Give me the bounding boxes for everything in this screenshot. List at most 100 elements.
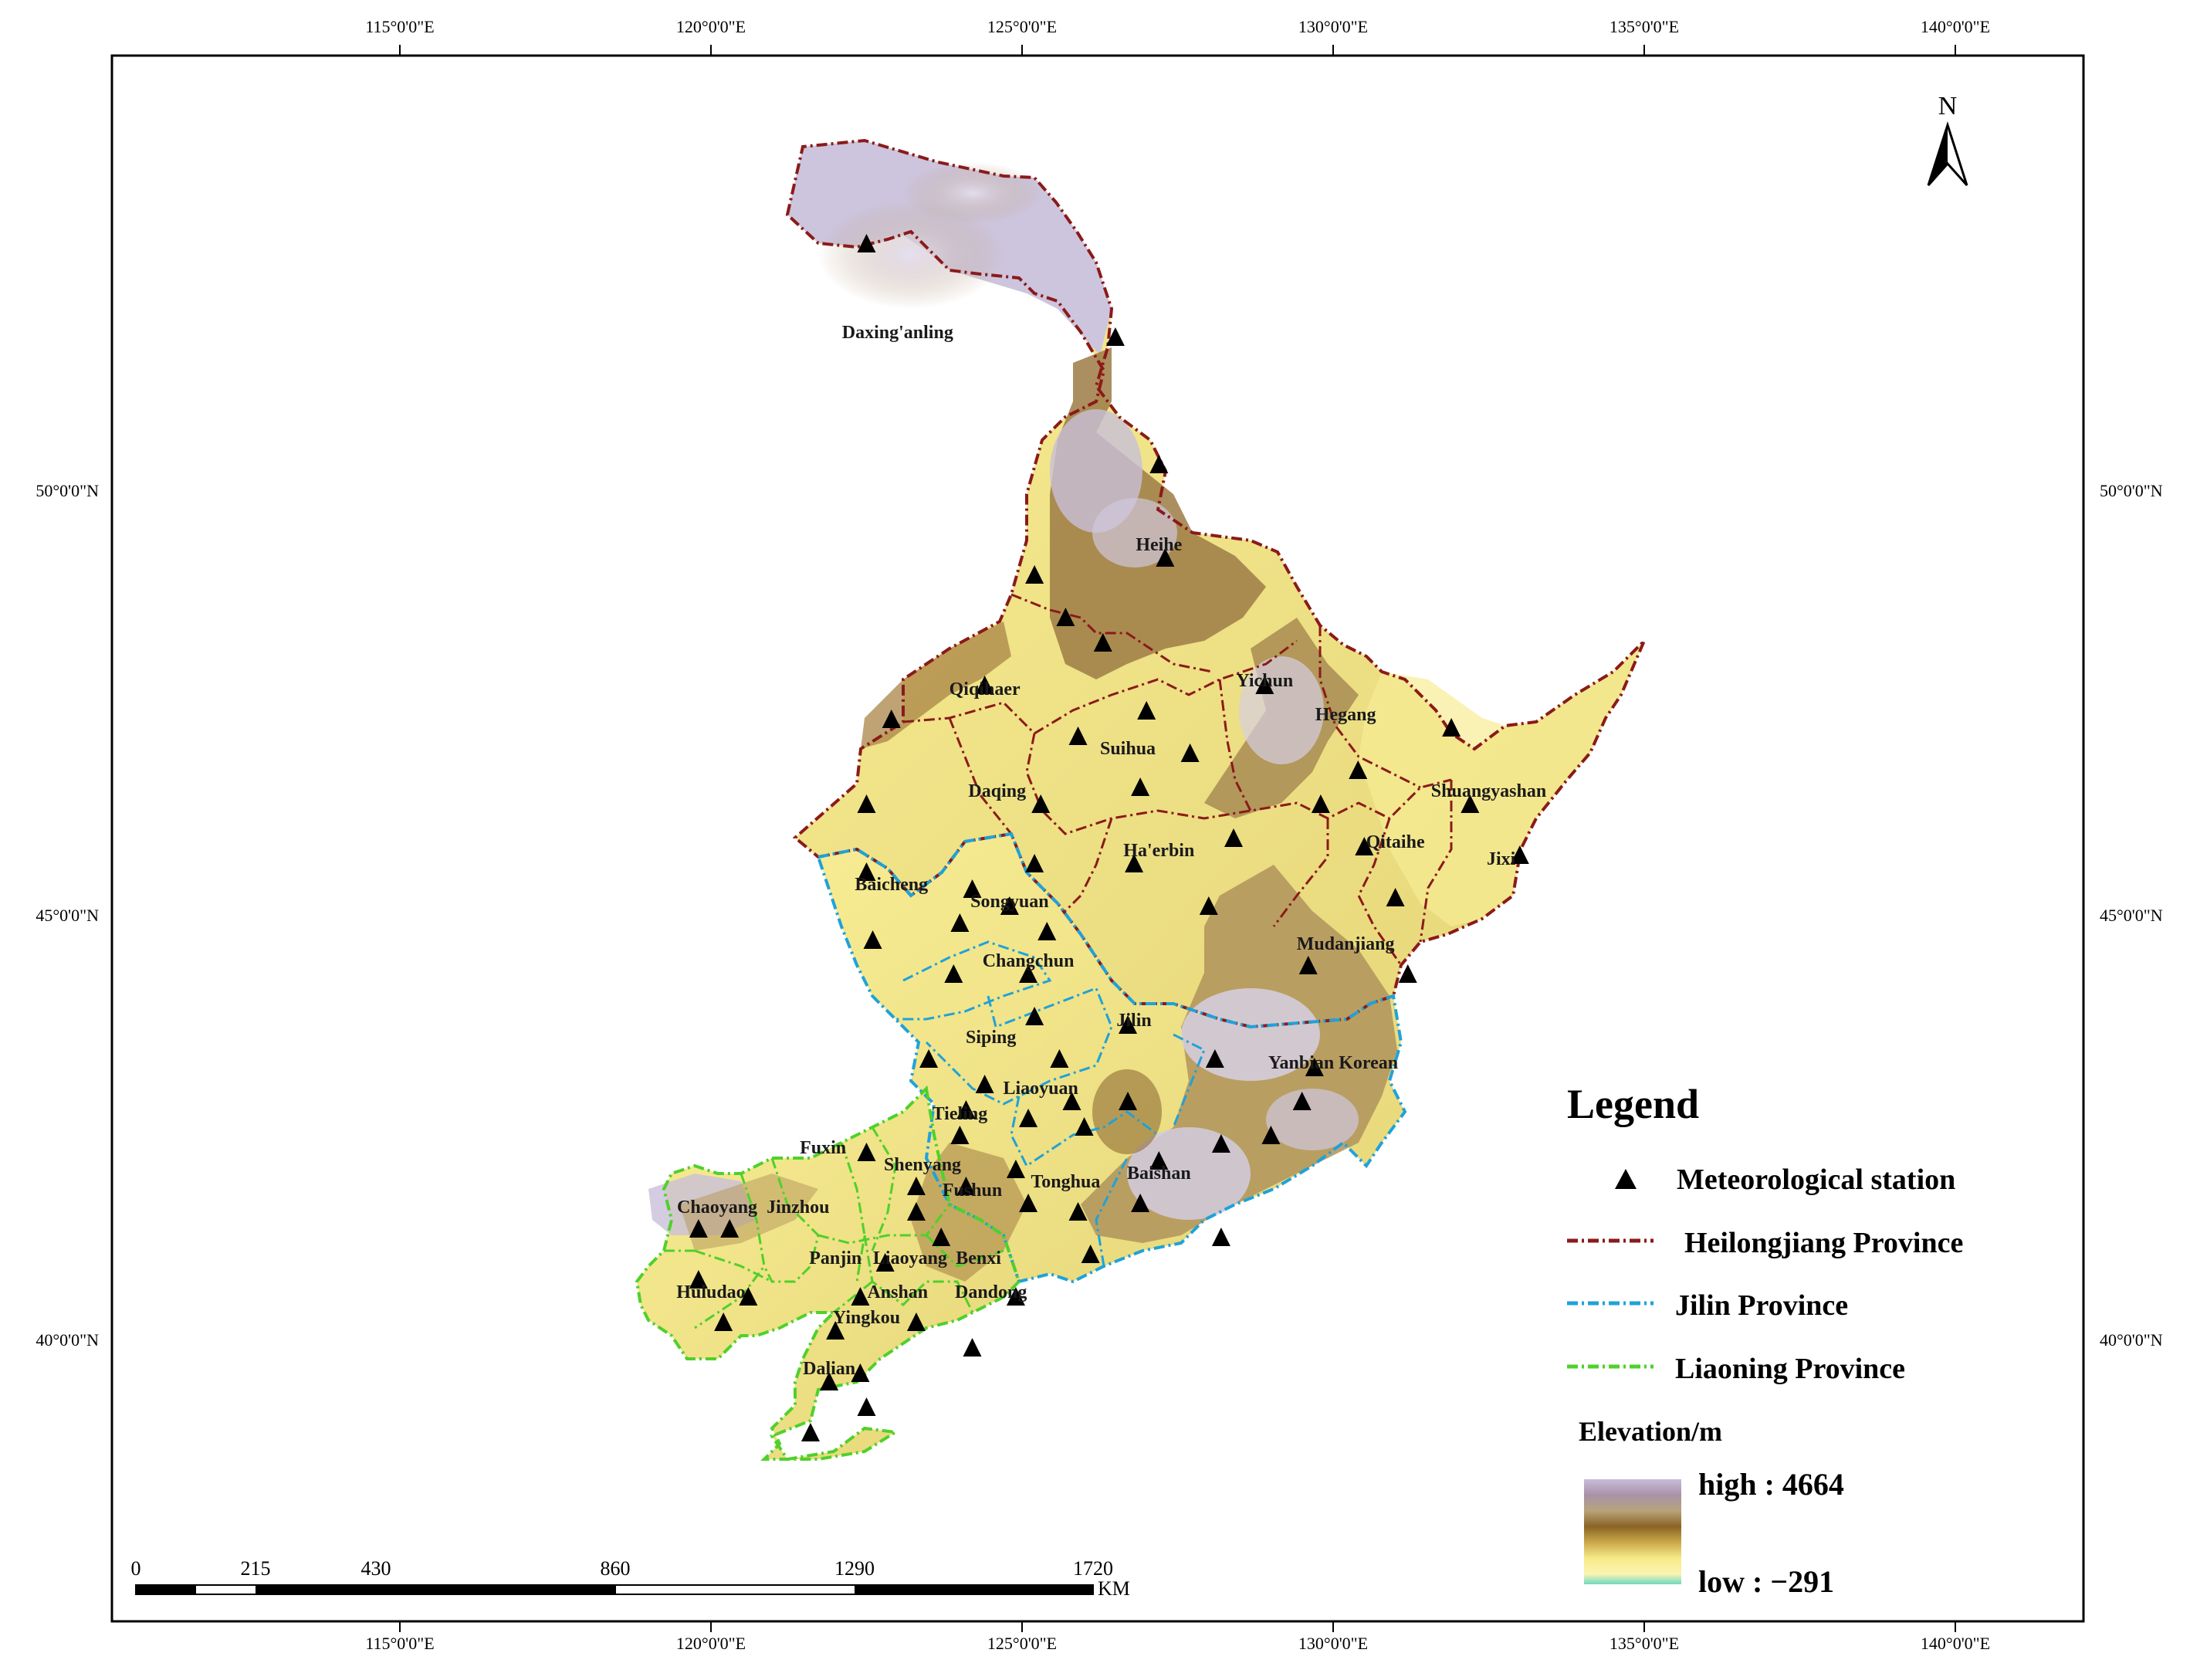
station-triangle-icon: [950, 913, 970, 932]
city-label: Tieling: [933, 1104, 988, 1124]
scale-bar-tick-label: 430: [361, 1557, 391, 1580]
city-label: Mudanjiang: [1297, 934, 1395, 954]
station-triangle-icon: [863, 930, 882, 949]
city-labels: Daxing'anling Heihe Qiqihaer Yichun Hegang Su…: [676, 323, 1546, 1379]
city-label: Shuangyashan: [1431, 781, 1546, 801]
station-triangle-icon: [1305, 1058, 1324, 1076]
station-triangle-icon: [857, 234, 876, 252]
station-triangle-icon: [906, 1177, 926, 1195]
station-triangle-icon: [1050, 1049, 1069, 1068]
city-label: Liaoyuan: [1003, 1079, 1078, 1099]
latitude-labels-left: 50°0'0"N 45°0'0"N 40°0'0"N: [36, 481, 99, 1350]
legend-heilongjiang-label: Heilongjiang Province: [1684, 1227, 1963, 1259]
latitude-labels-right: 50°0'0"N 45°0'0"N 40°0'0"N: [2100, 481, 2163, 1350]
station-triangle-icon: [932, 1228, 951, 1246]
city-label: Jixi: [1487, 849, 1516, 869]
station-triangle-icon: [801, 1423, 820, 1441]
station-triangle-icon: [1180, 743, 1200, 762]
station-triangle-icon: [1019, 1109, 1038, 1127]
north-arrow: N: [1927, 92, 1968, 186]
station-triangle-icon: [1261, 1126, 1281, 1144]
legend-elevation-title: Elevation/m: [1579, 1416, 1722, 1447]
terrain-layer: [637, 141, 1644, 1459]
station-triangle-icon: [851, 1363, 870, 1382]
station-triangle-icon: [1131, 1194, 1150, 1212]
station-triangle-icon: [975, 1075, 994, 1093]
station-triangle-icon: [857, 1397, 876, 1416]
latitude-label-left: 40°0'0"N: [36, 1330, 99, 1350]
legend-liaoning-label: Liaoning Province: [1675, 1353, 1905, 1385]
city-label: Yichun: [1236, 671, 1293, 691]
scale-bar: 0 215 430 860 1290 1720 KM: [131, 1557, 1130, 1600]
station-triangle-icon: [1205, 1049, 1224, 1068]
latitude-label-right: 50°0'0"N: [2100, 481, 2163, 500]
station-triangle-icon: [1510, 845, 1529, 864]
city-label: Huludao: [676, 1282, 745, 1302]
station-triangle-icon: [963, 1338, 982, 1357]
station-triangle-icon: [950, 1126, 970, 1144]
city-label: Panjin: [809, 1248, 861, 1268]
legend-station-label: Meteorological station: [1677, 1163, 1955, 1196]
station-triangle-icon: [1149, 1151, 1169, 1170]
station-triangle-icon: [1006, 1160, 1025, 1178]
scale-bar-tick-label: 860: [601, 1557, 631, 1580]
longitude-label-top: 140°0'0"E: [1921, 17, 1990, 36]
station-triangle-icon: [1119, 1015, 1138, 1034]
station-triangle-icon: [1056, 608, 1075, 626]
city-label: Heihe: [1136, 535, 1182, 555]
scale-bar-tick-label: 1290: [834, 1557, 875, 1580]
station-triangle-icon: [1105, 327, 1125, 346]
station-triangle-icon: [689, 1270, 708, 1289]
liaoning-internal-boundaries: [664, 1126, 1004, 1329]
station-triangle-icon: [1156, 548, 1175, 567]
city-label: Benxi: [956, 1248, 1001, 1268]
longitude-label-bottom: 115°0'0"E: [365, 1634, 434, 1653]
station-triangle-icon: [1386, 888, 1405, 906]
city-label: Changchun: [983, 951, 1075, 971]
station-triangle-icon: [1062, 1092, 1081, 1110]
legend-title: Legend: [1567, 1081, 1699, 1127]
station-triangle-icon: [882, 710, 901, 728]
station-triangle-icon: [944, 964, 963, 983]
longitude-label-top: 130°0'0"E: [1298, 17, 1368, 36]
station-triangle-icon: [1211, 1228, 1230, 1246]
station-triangle-icon: [1006, 1287, 1025, 1306]
station-triangle-icon: [1292, 1092, 1312, 1110]
station-triangle-icon: [1199, 896, 1218, 915]
longitude-label-bottom: 120°0'0"E: [676, 1634, 746, 1653]
city-label: Qiqihaer: [949, 679, 1021, 699]
city-label: Baicheng: [855, 875, 928, 895]
station-triangle-icon: [875, 1253, 895, 1272]
station-triangle-icon: [1125, 854, 1144, 872]
station-triangle-icon: [1461, 794, 1480, 813]
longitude-label-bottom: 135°0'0"E: [1609, 1634, 1679, 1653]
latitude-label-right: 45°0'0"N: [2100, 906, 2163, 925]
city-label: Dalian: [803, 1359, 855, 1379]
longitude-label-top: 115°0'0"E: [365, 17, 434, 36]
jilin-internal-boundaries: [895, 940, 1206, 1267]
station-triangle-icon: [906, 1312, 926, 1331]
station-triangle-icon: [1019, 1194, 1038, 1212]
station-triangle-icon: [857, 794, 876, 813]
scale-bar-tick-label: 215: [241, 1557, 271, 1580]
elevation-low-label: low : −291: [1698, 1564, 1834, 1599]
map-frame: [110, 54, 2085, 1623]
station-triangle-icon: [1224, 828, 1244, 847]
city-label: Daqing: [968, 781, 1026, 801]
longitude-label-top: 125°0'0"E: [987, 17, 1057, 36]
longitude-label-bottom: 130°0'0"E: [1298, 1634, 1368, 1653]
city-label: Tonghua: [1031, 1172, 1100, 1192]
station-triangle-icon: [857, 862, 876, 881]
city-label: Anshan: [867, 1282, 928, 1302]
station-triangle-icon: [1311, 794, 1330, 813]
station-triangle-icon: [1068, 1202, 1088, 1221]
city-label: Fushun: [943, 1180, 1002, 1201]
station-triangle-icon: [720, 1219, 740, 1238]
station-triangle-icon: [956, 1177, 976, 1195]
station-triangle-icon: [963, 879, 982, 898]
station-triangle-icon: [1037, 922, 1057, 940]
station-triangle-icon: [906, 1202, 926, 1221]
station-triangle-icon: [1211, 1134, 1230, 1153]
station-triangle-icon: [1119, 1092, 1138, 1110]
